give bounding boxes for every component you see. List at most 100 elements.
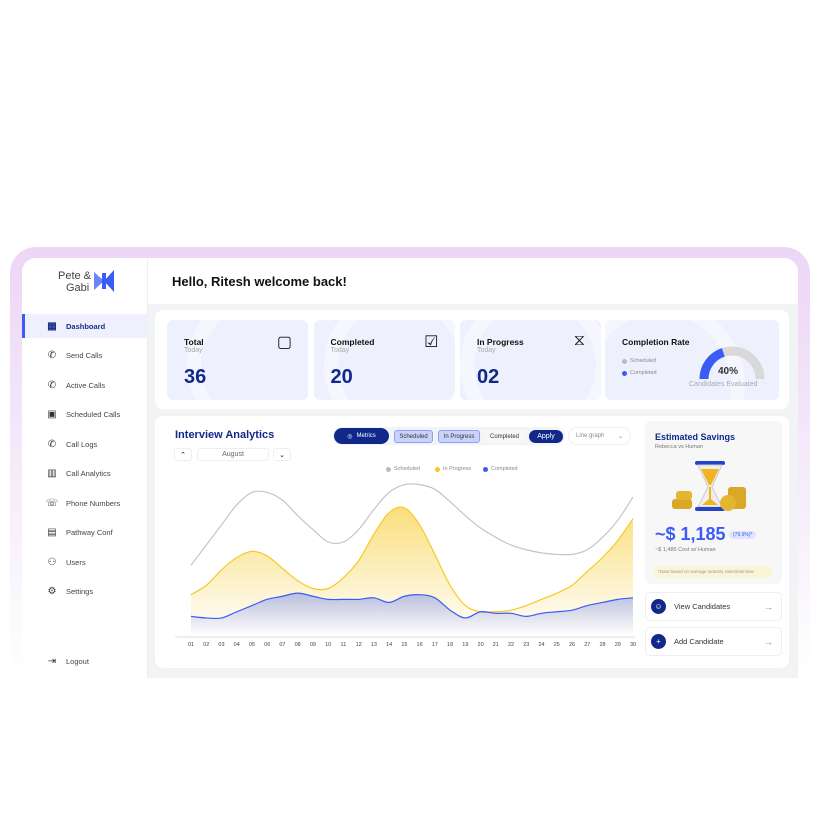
x-tick-label: 19 <box>462 642 469 648</box>
x-tick-label: 26 <box>568 642 576 648</box>
x-tick-label: 21 <box>492 642 499 648</box>
sidebar-item-send-calls[interactable]: ✆ Send Calls <box>22 344 148 368</box>
stat-title: In Progress <box>477 337 524 347</box>
metrics-button[interactable]: ◎ Metrics <box>334 428 389 444</box>
stat-value: 36 <box>184 366 207 388</box>
x-tick-label: 12 <box>355 642 362 648</box>
gear-icon: ⚙ <box>47 586 57 597</box>
sidebar-item-call-logs[interactable]: ✆ Call Logs <box>22 432 148 456</box>
x-tick-label: 10 <box>325 642 332 648</box>
savings-amount: ~$ 1,185 <box>655 524 726 544</box>
hourglass-coins-image <box>672 461 746 511</box>
logout-icon: ⇥ <box>47 655 57 667</box>
stat-value: 02 <box>477 366 500 388</box>
add-user-icon: + <box>651 634 666 649</box>
view-candidates-button[interactable]: ☺ View Candidates → <box>645 592 782 621</box>
stat-title: Total <box>184 337 204 347</box>
sidebar-item-label: Users <box>66 557 86 567</box>
x-tick-label: 23 <box>523 642 530 648</box>
x-tick-label: 22 <box>508 642 515 648</box>
stat-card-total: Total Today 36 ▢ <box>167 320 308 400</box>
x-tick-label: 01 <box>187 642 195 648</box>
logo-text-2: Gabi <box>66 282 90 294</box>
x-tick-label: 28 <box>599 642 606 648</box>
x-tick-label: 09 <box>309 642 316 648</box>
logout-button[interactable]: ⇥ Logout <box>22 654 148 668</box>
sidebar-item-label: Dashboard <box>66 321 106 331</box>
logo-text-1: Pete & <box>58 270 92 282</box>
x-tick-label: 13 <box>370 642 377 648</box>
logo: Pete & Gabi <box>58 270 91 294</box>
next-month-button[interactable]: ⌄ <box>273 448 291 461</box>
filter-completed[interactable]: Completed <box>484 430 525 443</box>
sidebar-item-users[interactable]: ⚇ Users <box>22 550 148 574</box>
savings-note: *Data based on average industry rates/in… <box>654 566 772 578</box>
stat-title: Completed <box>330 337 375 347</box>
series-line-completed <box>190 592 634 620</box>
savings-subtitle: Rebecca vs Human <box>655 444 703 450</box>
x-tick-label: 06 <box>264 642 271 648</box>
legend-in-progress: In Progress <box>435 466 471 472</box>
sidebar-item-active-calls[interactable]: ✆ Active Calls <box>22 373 148 397</box>
add-candidate-button[interactable]: + Add Candidate → <box>645 627 782 656</box>
sidebar-item-label: Scheduled Calls <box>66 410 121 419</box>
sidebar-item-label: Settings <box>66 587 94 596</box>
graph-type-select[interactable]: Line graph ⌄ <box>568 427 631 445</box>
analytics-title: Interview Analytics <box>175 429 275 441</box>
apply-button[interactable]: Apply <box>529 430 563 443</box>
sidebar-item-pathway-conf[interactable]: ▤ Pathway Conf <box>22 521 148 545</box>
sidebar-item-label: Pathway Conf <box>66 528 113 537</box>
sidebar-item-label: Call Logs <box>66 439 98 449</box>
check-square-icon: ☑ <box>424 334 439 351</box>
page-title: Hello, Ritesh welcome back! <box>148 258 798 304</box>
logout-label: Logout <box>66 656 89 666</box>
x-tick-label: 04 <box>233 642 240 648</box>
main-content: Hello, Ritesh welcome back! Total Today 36… <box>148 258 798 678</box>
x-tick-label: 08 <box>294 642 301 648</box>
sidebar-item-label: Call Analytics <box>66 469 111 478</box>
x-tick-label: 24 <box>538 642 545 648</box>
arrow-right-icon: → <box>764 601 773 612</box>
legend-scheduled: Scheduled <box>622 358 656 364</box>
users-icon: ☺ <box>651 599 666 614</box>
savings-percent: (79.9%)* <box>729 531 757 539</box>
phone-numbers-icon: ☏ <box>45 497 59 509</box>
sidebar-item-scheduled-calls[interactable]: ▣ Scheduled Calls <box>22 403 148 427</box>
app-window: Pete & Gabi ▦ Dashboard ✆ Send Calls ✆ Active … <box>22 258 798 678</box>
legend-scheduled: Scheduled <box>386 466 420 472</box>
grid-icon: ▦ <box>47 320 57 332</box>
filter-scheduled[interactable]: Scheduled <box>394 430 433 443</box>
x-tick-label: 29 <box>614 642 621 648</box>
series-line-scheduled <box>190 483 634 566</box>
x-tick-label: 16 <box>416 642 423 648</box>
analytics-chart <box>175 483 635 638</box>
filter-in-progress[interactable]: In Progress <box>438 430 480 443</box>
sidebar-item-call-analytics[interactable]: ▥ Call Analytics <box>22 462 148 486</box>
sidebar-item-phone-numbers[interactable]: ☏ Phone Numbers <box>22 491 148 515</box>
sidebar: Pete & Gabi ▦ Dashboard ✆ Send Calls ✆ Active … <box>22 258 148 678</box>
x-tick-label: 20 <box>477 642 484 648</box>
stats-panel: Total Today 36 ▢ Completed Today 20 ☑ In Progres… <box>155 310 789 409</box>
analytics-panel: Interview Analytics ⌃ August ⌄ ◎ Metrics … <box>155 416 789 668</box>
x-tick-label: 30 <box>629 642 637 648</box>
bar-chart-icon: ▥ <box>47 468 57 479</box>
phone-outgoing-icon: ✆ <box>47 350 57 361</box>
prev-month-button[interactable]: ⌃ <box>174 448 192 461</box>
x-tick-label: 11 <box>340 642 347 648</box>
document-icon: ▤ <box>47 527 57 538</box>
month-select[interactable]: August <box>197 448 269 461</box>
sidebar-item-label: Phone Numbers <box>66 498 121 508</box>
x-tick-label: 14 <box>386 642 393 648</box>
x-tick-label: 17 <box>431 642 438 648</box>
metrics-icon: ◎ <box>347 433 353 440</box>
sidebar-item-dashboard[interactable]: ▦ Dashboard <box>22 314 148 338</box>
completion-percent: 40% <box>718 366 739 377</box>
completion-rate-card: Completion Rate Scheduled Completed 40% … <box>605 320 779 400</box>
area-completed <box>191 593 633 635</box>
completion-title: Completion Rate <box>622 337 690 347</box>
savings-title: Estimated Savings <box>655 432 736 442</box>
sidebar-item-settings[interactable]: ⚙ Settings <box>22 580 148 604</box>
stat-card-completed: Completed Today 20 ☑ <box>313 320 455 400</box>
human-cost: ~$ 1,485 Cost w/ Human <box>655 547 716 553</box>
x-tick-label: 25 <box>553 642 560 648</box>
